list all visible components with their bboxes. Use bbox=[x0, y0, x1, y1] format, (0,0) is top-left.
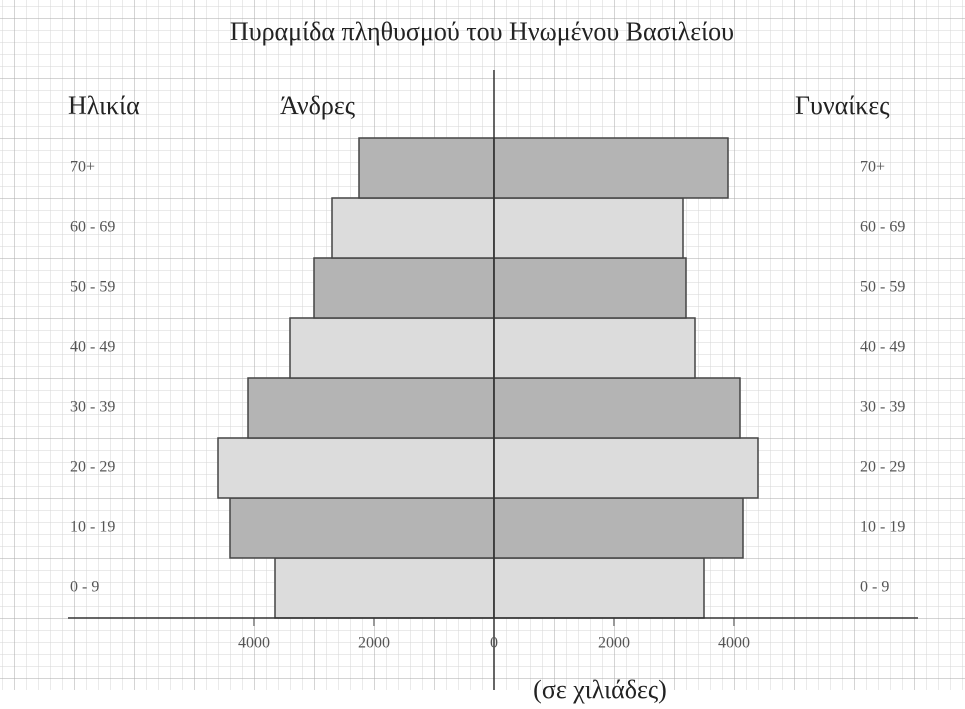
age-label-right: 30 - 39 bbox=[860, 399, 905, 416]
age-label-left: 70+ bbox=[70, 159, 95, 176]
age-label-right: 50 - 59 bbox=[860, 279, 905, 296]
bar bbox=[274, 557, 495, 619]
bar bbox=[493, 497, 744, 559]
legend-right: Γυναίκες bbox=[795, 91, 890, 120]
age-label-right: 70+ bbox=[860, 159, 885, 176]
bar bbox=[358, 137, 495, 199]
bar bbox=[493, 197, 684, 259]
bar bbox=[331, 197, 495, 259]
age-label-right: 60 - 69 bbox=[860, 219, 905, 236]
bar bbox=[229, 497, 495, 559]
x-tick-label: 4000 bbox=[718, 635, 750, 652]
bar bbox=[247, 377, 495, 439]
age-label-left: 50 - 59 bbox=[70, 279, 115, 296]
age-label-right: 0 - 9 bbox=[860, 579, 889, 596]
x-tick-label: 0 bbox=[490, 635, 498, 652]
bar bbox=[493, 257, 687, 319]
age-label-left: 40 - 49 bbox=[70, 339, 115, 356]
x-tick-label: 2000 bbox=[598, 635, 630, 652]
age-label-right: 20 - 29 bbox=[860, 459, 905, 476]
age-label-right: 40 - 49 bbox=[860, 339, 905, 356]
x-axis-label: (σε χιλιάδες) bbox=[533, 675, 667, 704]
age-label-left: 10 - 19 bbox=[70, 519, 115, 536]
bar bbox=[217, 437, 495, 499]
age-label-left: 0 - 9 bbox=[70, 579, 99, 596]
bar bbox=[289, 317, 495, 379]
legend-left: Άνδρες bbox=[280, 91, 356, 120]
bar bbox=[493, 557, 705, 619]
age-label-left: 30 - 39 bbox=[70, 399, 115, 416]
x-tick-label: 4000 bbox=[238, 635, 270, 652]
age-label-right: 10 - 19 bbox=[860, 519, 905, 536]
age-label-left: 60 - 69 bbox=[70, 219, 115, 236]
chart-title: Πυραμίδα πληθυσμού του Ηνωμένου Βασιλείο… bbox=[230, 17, 734, 46]
bar bbox=[493, 377, 741, 439]
age-label-left: 20 - 29 bbox=[70, 459, 115, 476]
x-tick-label: 2000 bbox=[358, 635, 390, 652]
bar bbox=[313, 257, 495, 319]
bar bbox=[493, 437, 759, 499]
y-axis-label: Ηλικία bbox=[68, 91, 140, 120]
bar bbox=[493, 317, 696, 379]
bar bbox=[493, 137, 729, 199]
